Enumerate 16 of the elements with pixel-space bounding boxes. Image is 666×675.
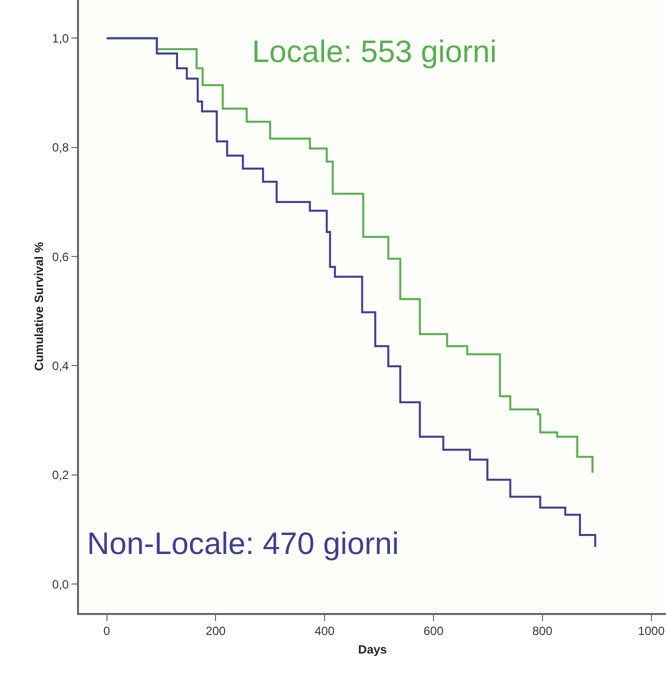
y-tick-label: 0,6: [52, 250, 70, 264]
series-label: Locale: 553 giorni: [252, 34, 497, 69]
y-tick-label: 1,0: [52, 31, 70, 46]
y-tick-label: 0,8: [52, 140, 70, 155]
x-tick-label: 0: [103, 624, 110, 638]
text: Non-Locale: 470 giorni: [87, 526, 399, 561]
y-tick-label: 0,2: [52, 468, 70, 482]
x-tick-label: 400: [314, 624, 335, 638]
x-axis-title: Days: [358, 642, 388, 657]
x-tick-label: 1000: [638, 624, 665, 638]
x-tick-label: 800: [532, 624, 553, 638]
y-axis-title: Cumulative Survival %: [32, 242, 46, 371]
y-tick-label: 0,0: [52, 577, 70, 592]
x-tick-label: 200: [206, 624, 226, 638]
x-tick-label: 600: [423, 624, 444, 638]
y-tick-label: 0,4: [52, 358, 70, 373]
